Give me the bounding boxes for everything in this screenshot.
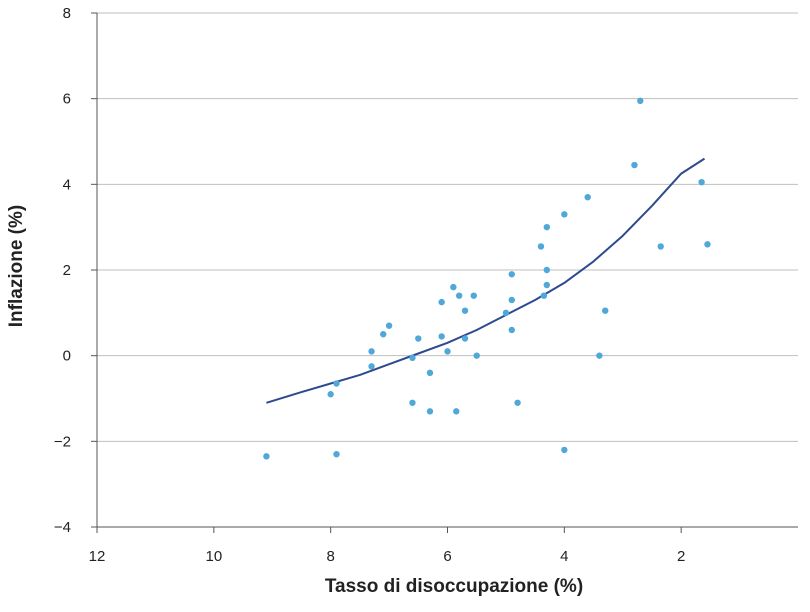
data-point-11 — [426, 369, 434, 376]
axes — [91, 12, 798, 533]
y-tick-label-0: −4 — [54, 519, 71, 536]
x-tick-label-0: 12 — [89, 548, 106, 565]
x-tick-label-5: 2 — [677, 548, 685, 565]
y-tick-label-3: 2 — [63, 262, 71, 279]
trend-curve — [266, 157, 706, 404]
x-tick-label-1: 10 — [205, 548, 222, 565]
data-point-0 — [263, 453, 270, 460]
y-tick-label-4: 4 — [63, 176, 71, 193]
data-point-36 — [596, 352, 603, 359]
data-point-26 — [508, 326, 515, 334]
data-point-21 — [470, 292, 477, 299]
data-point-18 — [455, 292, 463, 299]
data-point-10 — [415, 335, 422, 342]
data-point-24 — [508, 271, 515, 278]
data-point-30 — [543, 223, 551, 231]
gridlines — [97, 12, 798, 442]
data-point-4 — [368, 348, 375, 355]
data-point-31 — [543, 266, 551, 274]
y-tick-label-6: 8 — [63, 5, 71, 22]
data-point-9 — [409, 399, 416, 406]
data-point-12 — [426, 408, 434, 415]
data-point-15 — [444, 348, 451, 355]
data-point-38 — [631, 161, 638, 169]
data-point-17 — [453, 408, 460, 415]
data-point-29 — [540, 292, 548, 299]
data-point-41 — [698, 178, 705, 186]
data-point-7 — [385, 322, 393, 329]
data-point-32 — [543, 281, 551, 289]
data-point-3 — [333, 450, 340, 458]
data-point-8 — [409, 354, 416, 362]
data-point-39 — [637, 97, 644, 105]
tick-labels: −4 −2 0 2 4 6 8 12 10 8 6 4 2 — [54, 5, 685, 565]
data-point-23 — [502, 309, 510, 317]
data-point-27 — [514, 399, 521, 406]
data-point-5 — [368, 363, 375, 370]
data-point-19 — [461, 307, 469, 314]
y-tick-label-2: 0 — [63, 348, 71, 365]
data-point-37 — [602, 307, 609, 314]
data-point-16 — [450, 283, 457, 291]
y-tick-label-5: 6 — [63, 91, 71, 108]
data-points — [263, 97, 711, 460]
data-point-20 — [461, 335, 469, 342]
data-point-13 — [438, 298, 445, 306]
data-point-1 — [327, 391, 334, 398]
y-axis-title: Inflazione (%) — [6, 205, 27, 327]
x-axis-title: Tasso di disoccupazione (%) — [325, 576, 583, 597]
data-point-28 — [537, 243, 545, 250]
data-point-35 — [584, 193, 591, 201]
trend-curve-group — [266, 157, 706, 404]
x-tick-label-2: 8 — [326, 548, 334, 565]
y-tick-label-1: −2 — [54, 433, 71, 450]
data-point-22 — [473, 352, 480, 359]
data-point-40 — [657, 243, 664, 250]
data-point-2 — [333, 380, 340, 387]
data-point-25 — [508, 296, 515, 304]
data-point-14 — [438, 333, 445, 340]
x-tick-label-4: 4 — [560, 548, 568, 565]
data-point-33 — [561, 211, 568, 218]
x-tick-label-3: 6 — [443, 548, 451, 565]
data-point-42 — [704, 241, 711, 248]
data-point-34 — [561, 446, 568, 454]
data-point-6 — [380, 331, 387, 338]
